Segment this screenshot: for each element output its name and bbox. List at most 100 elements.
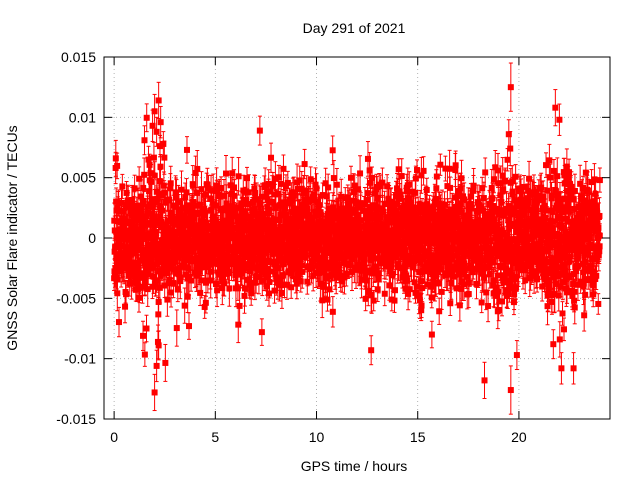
data-point [226,285,233,292]
data-point [178,186,185,193]
data-point [183,202,190,209]
data-point [244,201,251,208]
data-point [303,187,310,194]
data-point [114,290,121,297]
data-point [156,191,163,198]
data-point [119,225,126,232]
data-point [311,197,318,204]
data-point [140,332,147,339]
data-point [216,191,223,198]
data-point [127,220,134,227]
data-point [128,246,135,253]
data-point [281,248,288,255]
data-point [240,261,247,268]
data-point [156,284,163,291]
data-point [221,261,228,268]
data-point [246,215,253,222]
data-point [171,266,178,273]
data-point [251,279,258,286]
data-point [139,229,146,236]
data-point [238,237,245,244]
data-point [198,218,205,225]
data-point [278,282,285,289]
data-point [275,174,282,181]
data-point [294,186,301,193]
data-point [199,260,206,267]
data-point [235,173,242,180]
data-point [272,175,279,182]
data-point [223,237,230,244]
data-point [115,319,122,326]
data-point [238,211,245,218]
data-point [161,189,168,196]
data-point [227,182,234,189]
data-point [144,286,151,293]
data-point [218,205,225,212]
data-point [112,155,119,162]
data-point [231,192,238,199]
data-point [245,189,252,196]
data-point [204,224,211,231]
data-point [248,260,255,267]
data-point [320,247,327,254]
data-point [151,239,158,246]
data-point [229,170,236,177]
data-point [182,194,189,201]
data-point [183,189,190,196]
data-point [181,302,188,309]
data-point [162,199,169,206]
data-point [168,254,175,261]
data-point [124,248,131,255]
data-point [255,273,262,280]
data-point [234,270,241,277]
data-point [241,292,248,299]
data-point [223,170,230,177]
data-point [259,277,266,284]
data-point [242,251,249,258]
data-point [250,264,257,271]
data-point [301,161,308,168]
data-point [280,165,287,172]
data-point [135,216,142,223]
data-point [274,276,281,283]
data-point [153,277,160,284]
data-point [165,280,172,287]
data-point [304,205,311,212]
data-point [298,216,305,223]
data-point [312,181,319,188]
data-point [297,278,304,285]
data-point [149,283,156,290]
data-point [166,277,173,284]
data-point [114,162,121,169]
data-point [278,180,285,187]
data-point [142,234,149,241]
data-point [247,220,254,227]
data-point [150,154,157,161]
data-point [118,199,125,206]
data-point [291,221,298,228]
data-point [246,244,253,251]
data-point [135,294,142,301]
data-point [248,290,255,297]
data-point [139,222,146,229]
data-point [288,270,295,277]
data-point [190,198,197,205]
data-point [299,268,306,275]
data-point [319,192,326,199]
data-point [288,284,295,291]
data-point [232,244,239,251]
data-point [298,262,305,269]
data-point [231,225,238,232]
data-point [271,261,278,268]
data-point [173,194,180,201]
data-point [136,175,143,182]
data-point [227,235,234,242]
data-point [161,154,168,161]
data-point [174,286,181,293]
data-point [164,296,171,303]
data-point [190,182,197,189]
data-point [241,265,248,272]
data-point [259,193,266,200]
data-point [221,280,228,287]
data-point [210,187,217,194]
